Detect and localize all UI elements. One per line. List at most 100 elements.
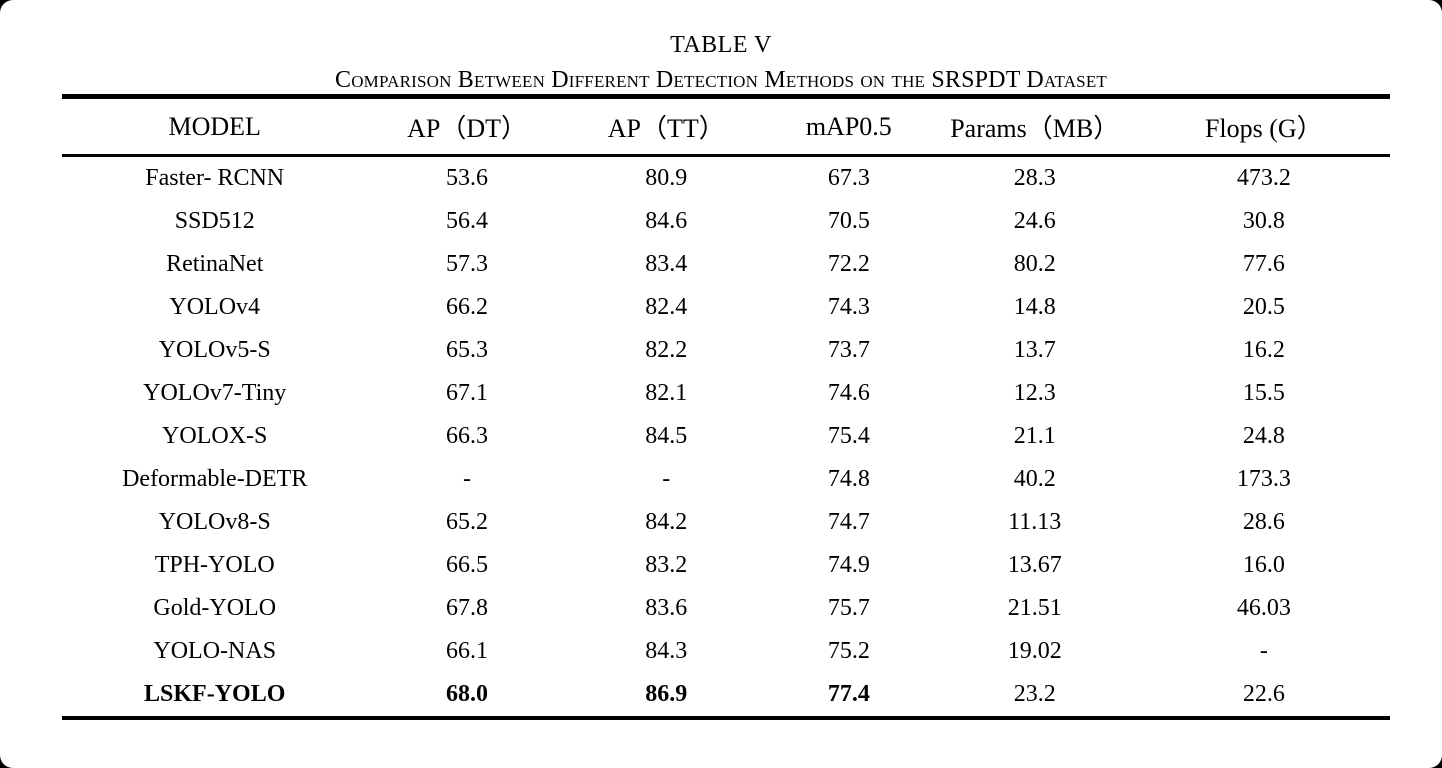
cell-ap-tt: 84.5 [645, 423, 688, 449]
column-header-map05: mAP0.5 [765, 96, 932, 157]
table-row: Deformable-DETR - - 74.8 40.2 173.3 [62, 458, 1390, 501]
cell-flops: 20.5 [1242, 294, 1285, 320]
cell-flops: 30.8 [1242, 208, 1285, 234]
column-header-ap-dt: AP（DT） [367, 96, 567, 157]
column-header-model: MODEL [62, 96, 368, 157]
cell-params: 80.2 [1013, 251, 1056, 277]
cell-map05: 73.7 [827, 337, 870, 363]
table-row: YOLOv4 66.2 82.4 74.3 14.8 20.5 [62, 286, 1390, 329]
model-name: TPH-YOLO [154, 552, 275, 578]
model-name: YOLOv5-S [158, 337, 271, 363]
cell-flops: 173.3 [1236, 466, 1291, 492]
cell-ap-tt: 84.6 [645, 208, 688, 234]
model-name: SSD512 [174, 208, 255, 234]
cell-map05: 72.2 [827, 251, 870, 277]
table-row: YOLO-NAS 66.1 84.3 75.2 19.02 - [62, 630, 1390, 673]
column-header-ap-tt: AP（TT） [566, 96, 766, 157]
cell-params: 21.51 [1007, 595, 1062, 621]
table-body: Faster- RCNN 53.6 80.9 67.3 28.3 473.2 S… [62, 156, 1390, 719]
model-name: YOLOv8-S [158, 509, 271, 535]
cell-ap-dt: 68.0 [446, 681, 489, 707]
model-name: YOLOv4 [169, 294, 261, 320]
cell-ap-dt: 57.3 [446, 251, 489, 277]
table-row: RetinaNet 57.3 83.4 72.2 80.2 77.6 [62, 243, 1390, 286]
model-name: RetinaNet [166, 251, 264, 277]
cell-params: 23.2 [1013, 681, 1056, 707]
cell-ap-dt: 66.3 [446, 423, 489, 449]
table-row-highlight: LSKF-YOLO 68.0 86.9 77.4 23.2 22.6 [62, 673, 1390, 718]
cell-ap-tt: 86.9 [645, 681, 688, 707]
cell-ap-dt: 66.5 [446, 552, 489, 578]
cell-map05: 75.2 [827, 638, 870, 664]
cell-flops: 24.8 [1242, 423, 1285, 449]
cell-ap-dt: 66.1 [446, 638, 489, 664]
cell-flops: 28.6 [1242, 509, 1285, 535]
cell-params: 14.8 [1013, 294, 1056, 320]
column-header-params: Params（MB） [931, 96, 1138, 157]
cell-ap-dt: 65.2 [446, 509, 489, 535]
cell-params: 13.7 [1013, 337, 1056, 363]
model-name: YOLO-NAS [153, 638, 277, 664]
cell-ap-tt: - [662, 466, 671, 492]
comparison-table: MODEL AP（DT） AP（TT） mAP0.5 Params（MB） Fl… [62, 94, 1390, 720]
cell-map05: 70.5 [827, 208, 870, 234]
cell-map05: 67.3 [827, 165, 870, 191]
cell-ap-tt: 84.2 [645, 509, 688, 535]
cell-flops: 77.6 [1242, 251, 1285, 277]
cell-flops: 16.0 [1242, 552, 1285, 578]
cell-flops: - [1259, 638, 1268, 664]
table-header: MODEL AP（DT） AP（TT） mAP0.5 Params（MB） Fl… [62, 96, 1390, 157]
column-header-flops: Flops (G） [1137, 96, 1390, 157]
cell-params: 19.02 [1007, 638, 1062, 664]
cell-ap-dt: 67.1 [446, 380, 489, 406]
cell-params: 21.1 [1013, 423, 1056, 449]
table-row: YOLOv8-S 65.2 84.2 74.7 11.13 28.6 [62, 501, 1390, 544]
cell-map05: 75.4 [827, 423, 870, 449]
model-name: LSKF-YOLO [144, 681, 286, 707]
cell-params: 12.3 [1013, 380, 1056, 406]
cell-map05: 74.9 [827, 552, 870, 578]
cell-ap-dt: 56.4 [446, 208, 489, 234]
cell-flops: 46.03 [1236, 595, 1291, 621]
cell-flops: 22.6 [1242, 681, 1285, 707]
table-row: Faster- RCNN 53.6 80.9 67.3 28.3 473.2 [62, 156, 1390, 201]
cell-map05: 74.7 [827, 509, 870, 535]
cell-map05: 74.6 [827, 380, 870, 406]
cell-ap-tt: 80.9 [645, 165, 688, 191]
cell-params: 13.67 [1007, 552, 1062, 578]
model-name: Faster- RCNN [145, 165, 285, 191]
cell-ap-tt: 83.2 [645, 552, 688, 578]
table-title: TABLE V [670, 32, 772, 58]
cell-flops: 16.2 [1242, 337, 1285, 363]
cell-map05: 75.7 [827, 595, 870, 621]
cell-flops: 15.5 [1242, 380, 1285, 406]
cell-flops: 473.2 [1236, 165, 1291, 191]
cell-map05: 74.3 [827, 294, 870, 320]
table-row: YOLOX-S 66.3 84.5 75.4 21.1 24.8 [62, 415, 1390, 458]
cell-ap-dt: 67.8 [446, 595, 489, 621]
cell-ap-tt: 82.1 [645, 380, 688, 406]
cell-map05: 77.4 [827, 681, 870, 707]
cell-ap-tt: 84.3 [645, 638, 688, 664]
cell-ap-dt: 53.6 [446, 165, 489, 191]
model-name: Deformable-DETR [122, 466, 308, 492]
table-caption: Comparison Between Different Detection M… [335, 67, 1107, 93]
cell-ap-tt: 82.2 [645, 337, 688, 363]
cell-ap-tt: 83.4 [645, 251, 688, 277]
cell-map05: 74.8 [827, 466, 870, 492]
table-row: SSD512 56.4 84.6 70.5 24.6 30.8 [62, 200, 1390, 243]
cell-ap-dt: 65.3 [446, 337, 489, 363]
table-row: YOLOv7-Tiny 67.1 82.1 74.6 12.3 15.5 [62, 372, 1390, 415]
cell-params: 40.2 [1013, 466, 1056, 492]
cell-ap-dt: - [463, 466, 472, 492]
cell-params: 28.3 [1013, 165, 1056, 191]
cell-params: 24.6 [1013, 208, 1056, 234]
table-row: Gold-YOLO 67.8 83.6 75.7 21.51 46.03 [62, 587, 1390, 630]
model-name: YOLOv7-Tiny [143, 380, 287, 406]
table-row: TPH-YOLO 66.5 83.2 74.9 13.67 16.0 [62, 544, 1390, 587]
cell-ap-dt: 66.2 [446, 294, 489, 320]
cell-ap-tt: 82.4 [645, 294, 688, 320]
model-name: Gold-YOLO [153, 595, 277, 621]
